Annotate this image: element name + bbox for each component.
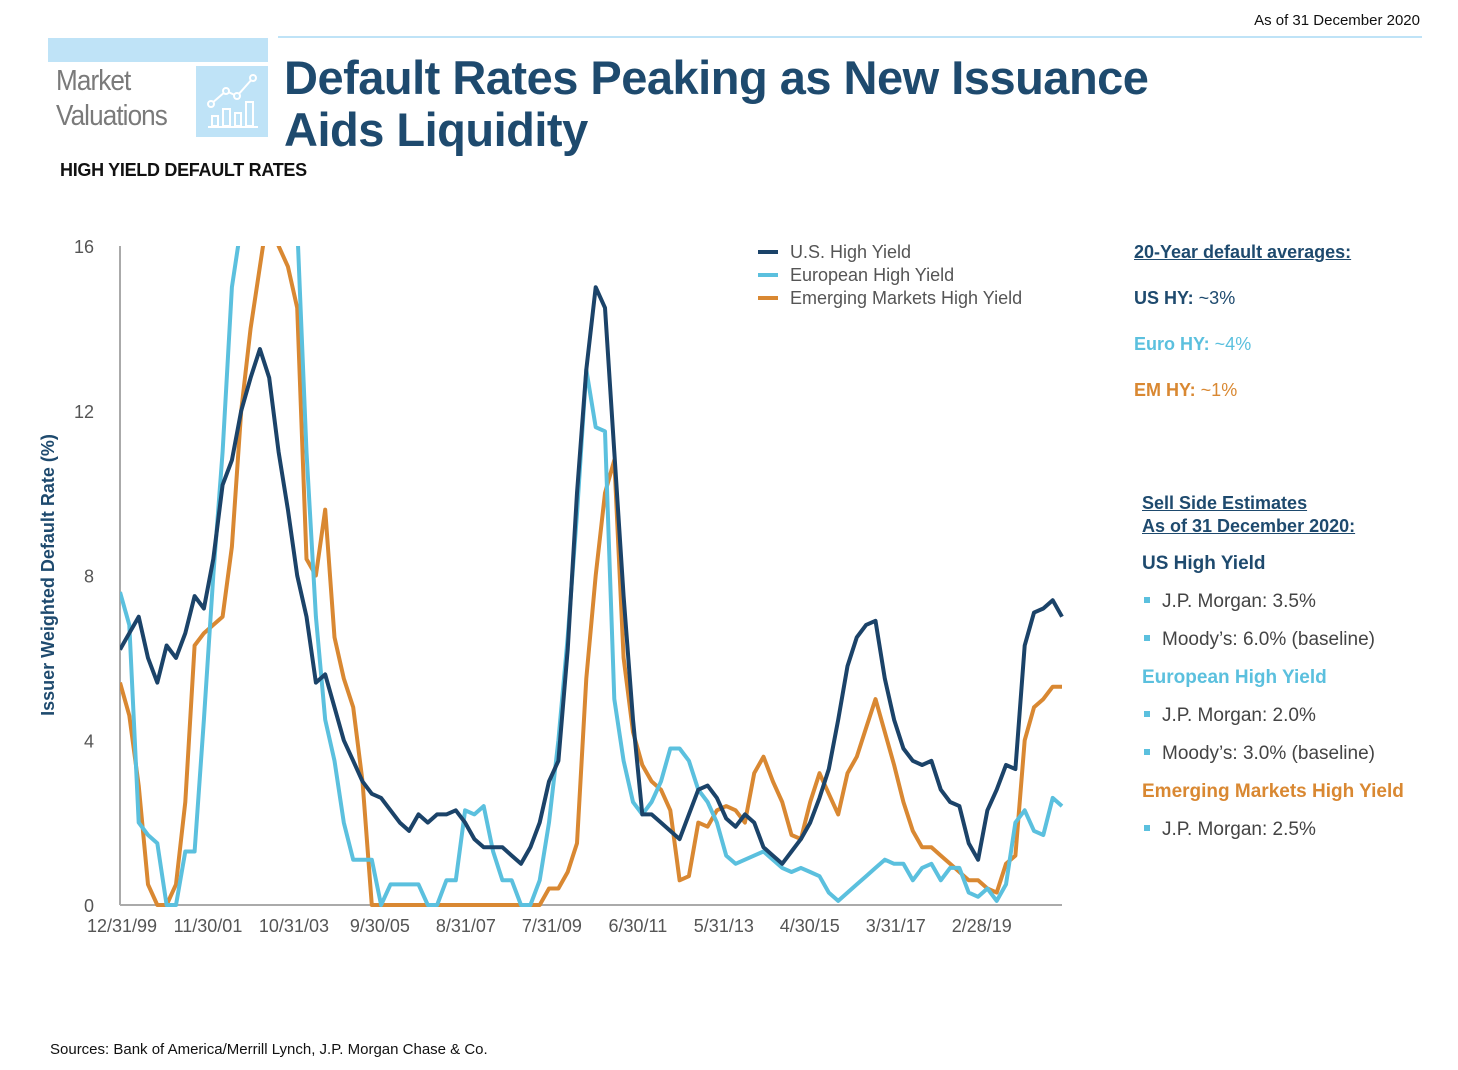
x-tick-label: 8/31/07	[436, 916, 496, 936]
averages-heading: 20-Year default averages:	[1134, 242, 1352, 262]
chart-axes	[119, 246, 1062, 906]
chart-subtitle: HIGH YIELD DEFAULT RATES	[60, 160, 307, 180]
bullet-icon	[1144, 748, 1150, 755]
y-tick-label: 8	[84, 567, 94, 587]
estimate-text: J.P. Morgan: 2.5%	[1162, 819, 1316, 840]
average-label: EM HY:	[1134, 380, 1201, 400]
average-value: ~1%	[1200, 380, 1238, 400]
bullet-icon	[1144, 596, 1150, 603]
bullet-icon	[1144, 710, 1150, 717]
x-tick-label: 9/30/05	[350, 916, 410, 936]
y-axis-label: Issuer Weighted Default Rate (%)	[38, 434, 58, 716]
header-rule	[278, 36, 1422, 38]
x-tick-label: 3/31/17	[866, 916, 926, 936]
legend-label: Emerging Markets High Yield	[790, 288, 1022, 308]
bullet-icon	[1144, 634, 1150, 641]
x-tick-label: 5/31/13	[694, 916, 754, 936]
series-line-us-high-yield	[120, 285, 1064, 866]
as-of-date: As of 31 December 2020	[1254, 12, 1420, 29]
chart-legend: U.S. High Yield European High Yield Emergi…	[758, 242, 1022, 308]
page-title-line1: Default Rates Peaking as New Issuance	[284, 51, 1149, 104]
section-tab-block	[48, 38, 268, 62]
average-label: Euro HY:	[1134, 334, 1215, 354]
y-tick-labels: 0 4 8 12 16	[74, 237, 94, 916]
estimate-item: J.P. Morgan: 3.5%	[1144, 591, 1316, 613]
x-tick-label: 6/30/11	[608, 916, 667, 936]
y-tick-label: 12	[74, 402, 94, 422]
estimate-item: J.P. Morgan: 2.5%	[1144, 819, 1316, 841]
page-title: Default Rates Peaking as New Issuance Ai…	[284, 51, 1149, 156]
average-item: US HY: ~3%	[1134, 288, 1235, 309]
section-label-line1: Market	[56, 65, 131, 97]
legend-label: U.S. High Yield	[790, 242, 911, 262]
x-tick-label: 2/28/19	[952, 916, 1012, 936]
estimate-item: Moody’s: 3.0% (baseline)	[1144, 743, 1375, 765]
estimate-item: Moody’s: 6.0% (baseline)	[1144, 629, 1375, 651]
estimate-group-title: Emerging Markets High Yield	[1142, 781, 1404, 802]
series-lines	[120, 246, 1064, 907]
series-line-european-high-yield	[120, 246, 1064, 907]
section-label: Market Valuations	[56, 64, 168, 134]
estimate-group-title: US High Yield	[1142, 553, 1266, 574]
sell-side-heading-line1: Sell Side Estimates	[1142, 493, 1308, 513]
sources-footnote: Sources: Bank of America/Merrill Lynch, …	[50, 1041, 488, 1058]
page-title-line2: Aids Liquidity	[284, 103, 588, 156]
x-tick-label: 7/31/09	[522, 916, 582, 936]
average-item: EM HY: ~1%	[1134, 380, 1237, 401]
y-tick-label: 4	[84, 731, 94, 751]
section-label-line2: Valuations	[56, 100, 168, 132]
average-item: Euro HY: ~4%	[1134, 334, 1251, 355]
estimate-text: J.P. Morgan: 2.0%	[1162, 705, 1316, 726]
estimate-group-title: European High Yield	[1142, 667, 1327, 688]
x-tick-label: 4/30/15	[780, 916, 840, 936]
estimate-text: J.P. Morgan: 3.5%	[1162, 591, 1316, 612]
x-tick-label: 10/31/03	[259, 916, 329, 936]
estimate-text: Moody’s: 3.0% (baseline)	[1162, 743, 1375, 764]
legend-label: European High Yield	[790, 265, 954, 285]
average-label: US HY:	[1134, 288, 1199, 308]
estimate-text: Moody’s: 6.0% (baseline)	[1162, 629, 1375, 650]
average-value: ~4%	[1214, 334, 1252, 354]
sell-side-heading: Sell Side Estimates As of 31 December 20…	[1142, 492, 1355, 538]
series-line-em-high-yield	[120, 246, 1062, 907]
chart-growth-icon	[196, 66, 268, 137]
x-tick-labels: 12/31/99 11/30/01 10/31/03 9/30/05 8/31/07 7/…	[87, 916, 1012, 936]
estimate-item: J.P. Morgan: 2.0%	[1144, 705, 1316, 727]
x-tick-label: 11/30/01	[174, 916, 243, 936]
y-tick-label: 0	[84, 896, 94, 916]
y-tick-label: 16	[74, 237, 94, 257]
average-value: ~3%	[1198, 288, 1236, 308]
x-tick-label: 12/31/99	[87, 916, 157, 936]
bullet-icon	[1144, 824, 1150, 831]
sell-side-heading-line2: As of 31 December 2020:	[1142, 516, 1356, 536]
